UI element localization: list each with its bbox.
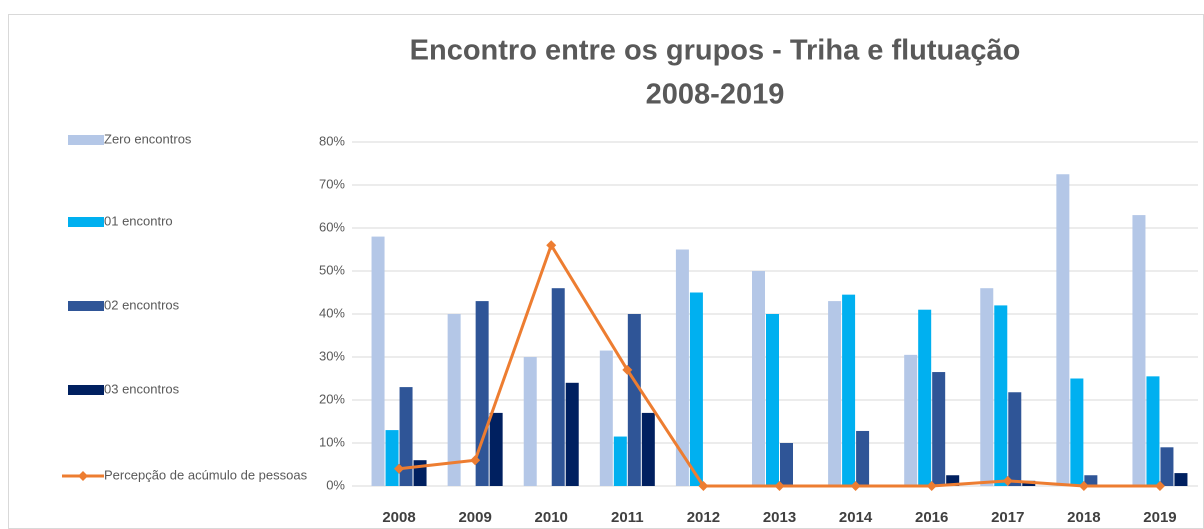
legend-label: Percepção de acúmulo de pessoas xyxy=(104,467,308,482)
x-tick-label: 2009 xyxy=(458,509,491,526)
bar xyxy=(1084,475,1098,486)
bar xyxy=(565,382,579,486)
x-tick-label: 2012 xyxy=(687,509,720,526)
legend-swatch xyxy=(68,135,104,145)
y-tick-label: 20% xyxy=(319,391,345,406)
bar xyxy=(1008,392,1022,486)
bar xyxy=(1174,473,1188,486)
bar xyxy=(994,305,1008,486)
bar xyxy=(627,314,641,486)
x-tick-label: 2013 xyxy=(763,509,796,526)
y-tick-label: 80% xyxy=(319,133,345,148)
marker xyxy=(1002,475,1013,486)
bar xyxy=(641,412,655,486)
bar xyxy=(918,309,932,486)
x-tick-label: 2014 xyxy=(839,509,873,526)
bar xyxy=(599,350,613,486)
bar xyxy=(842,294,856,486)
marker xyxy=(850,481,861,491)
legend-swatch xyxy=(68,301,104,311)
bar xyxy=(856,430,870,486)
chart-title: 2008-2019 xyxy=(646,79,785,111)
bar xyxy=(475,301,489,486)
bar xyxy=(385,430,399,486)
marker xyxy=(698,481,709,491)
bar xyxy=(904,354,918,486)
y-tick-label: 0% xyxy=(326,477,345,492)
bar xyxy=(980,288,994,486)
chart-title: Encontro entre os grupos - Triha e flutu… xyxy=(410,35,1021,67)
marker xyxy=(394,463,405,474)
y-tick-label: 40% xyxy=(319,305,345,320)
bar xyxy=(689,292,703,486)
y-tick-label: 60% xyxy=(319,219,345,234)
bar xyxy=(551,288,565,486)
bar xyxy=(371,236,385,486)
x-tick-label: 2019 xyxy=(1143,509,1176,526)
bar xyxy=(413,460,427,486)
marker xyxy=(774,481,785,491)
bar xyxy=(1146,376,1160,486)
bar xyxy=(780,443,793,486)
marker xyxy=(1078,481,1089,491)
bar xyxy=(489,412,503,486)
marker xyxy=(622,364,633,375)
y-tick-label: 10% xyxy=(319,434,345,449)
legend-label: 03 encontros xyxy=(104,381,180,396)
bar xyxy=(1160,447,1174,486)
x-tick-label: 2011 xyxy=(611,509,644,526)
bar xyxy=(946,475,960,486)
x-tick-label: 2010 xyxy=(535,509,568,526)
marker xyxy=(470,455,481,466)
bar xyxy=(523,357,537,486)
bar xyxy=(675,249,689,486)
bar xyxy=(1070,378,1084,486)
bar xyxy=(766,314,779,486)
legend-swatch xyxy=(68,217,104,227)
y-tick-label: 30% xyxy=(319,348,345,363)
marker xyxy=(1154,481,1165,491)
x-tick-label: 2017 xyxy=(991,509,1024,526)
x-tick-label: 2016 xyxy=(915,509,948,526)
legend-label: 02 encontros xyxy=(104,297,180,312)
bar xyxy=(752,271,765,486)
x-tick-label: 2008 xyxy=(382,509,415,526)
legend-marker xyxy=(78,471,88,481)
bar xyxy=(399,387,413,486)
legend-label: Zero encontros xyxy=(104,131,192,146)
marker xyxy=(546,240,557,251)
bar xyxy=(1132,215,1146,486)
legend-label: 01 encontro xyxy=(104,213,173,228)
y-tick-label: 50% xyxy=(319,262,345,277)
bar xyxy=(613,436,627,486)
bar xyxy=(447,314,461,486)
marker xyxy=(926,481,937,491)
bar xyxy=(932,372,946,486)
x-tick-label: 2018 xyxy=(1067,509,1100,526)
bar xyxy=(828,301,842,486)
bar xyxy=(1056,174,1070,486)
y-tick-label: 70% xyxy=(319,176,345,191)
legend-swatch xyxy=(68,385,104,395)
